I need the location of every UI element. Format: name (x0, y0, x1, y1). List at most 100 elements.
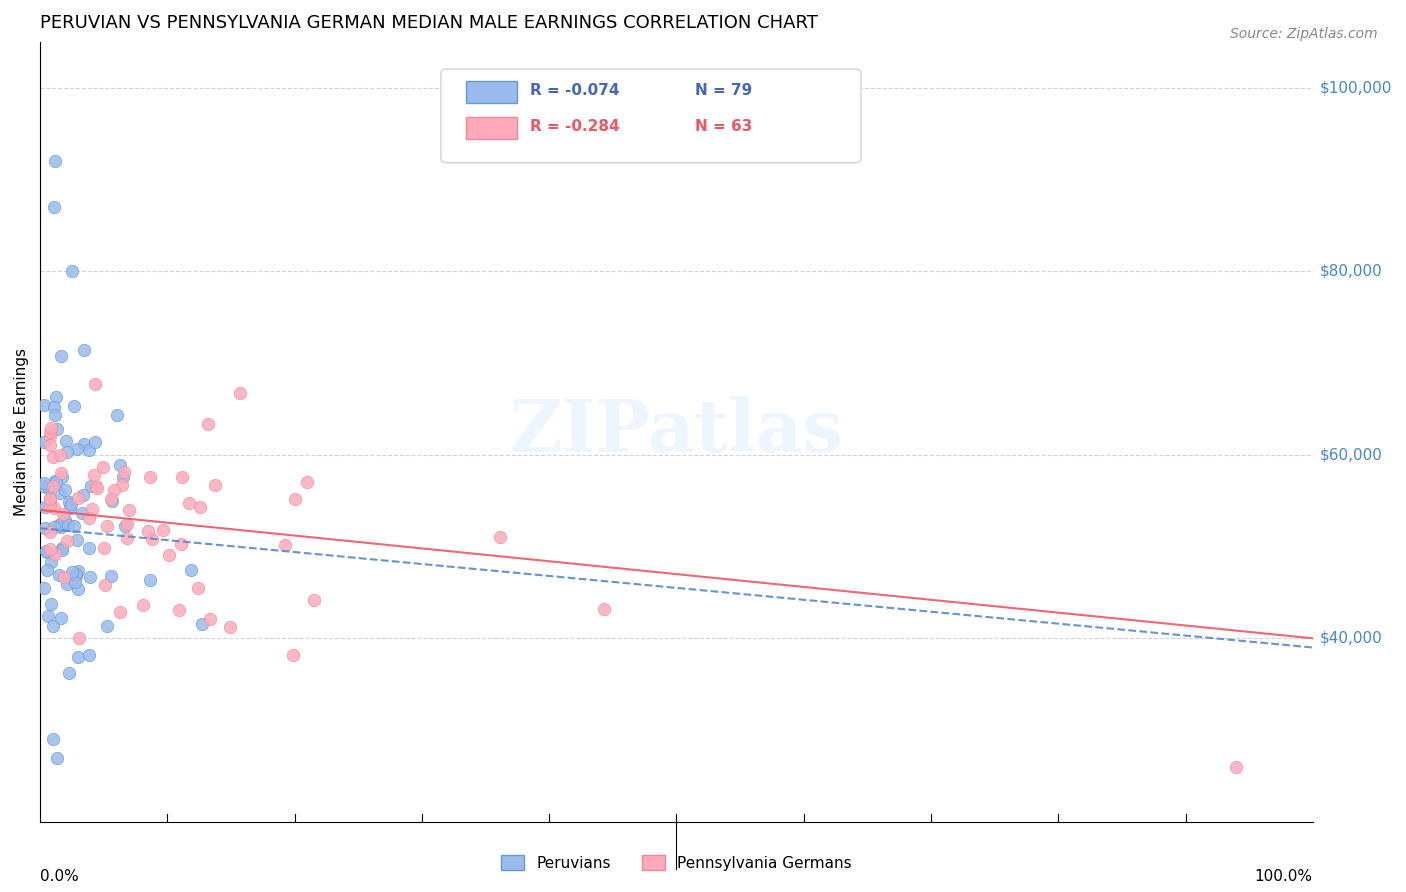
Point (103, 483, 125, 497)
Point (72, 507, 94, 521)
Point (60, 264, 83, 278)
Point (77, 648, 100, 662)
Point (49, 611, 72, 625)
Point (197, 417, 219, 432)
Text: 0.0%: 0.0% (39, 869, 79, 884)
Bar (467, 118, 517, 139)
Point (1225, 760, 1247, 774)
Text: R = -0.284: R = -0.284 (530, 119, 620, 134)
Point (66, 442, 89, 456)
Point (284, 491, 307, 506)
Point (170, 470, 193, 484)
Point (63, 399, 86, 413)
Text: $80,000: $80,000 (1320, 264, 1382, 278)
Point (52, 570, 75, 584)
Text: N = 79: N = 79 (696, 83, 752, 97)
Point (53, 512, 76, 526)
Point (39, 542, 62, 557)
FancyBboxPatch shape (441, 69, 860, 162)
Point (67, 491, 90, 505)
Point (84, 479, 107, 493)
Point (93, 460, 115, 475)
Text: $60,000: $60,000 (1320, 447, 1382, 462)
Point (44, 474, 66, 488)
Text: PERUVIAN VS PENNSYLVANIA GERMAN MEDIAN MALE EARNINGS CORRELATION CHART: PERUVIAN VS PENNSYLVANIA GERMAN MEDIAN M… (39, 14, 818, 32)
Point (44, 408, 66, 422)
Point (60, 497, 83, 511)
Point (83, 468, 105, 483)
Point (42, 732, 65, 747)
Point (39, 500, 62, 514)
Point (32, 398, 55, 412)
Bar (467, 81, 517, 103)
Point (45, 390, 67, 404)
Point (39, 438, 62, 452)
Point (55, 434, 77, 449)
Point (179, 496, 201, 510)
Point (42, 619, 65, 633)
Text: R = -0.074: R = -0.074 (530, 83, 620, 97)
Point (52, 507, 75, 521)
Point (39, 597, 62, 611)
Point (42, 450, 65, 464)
Point (44, 401, 66, 415)
Point (72, 488, 94, 502)
Point (56, 534, 79, 549)
Point (274, 538, 297, 552)
Point (198, 612, 221, 626)
Point (67, 582, 90, 596)
Point (42, 500, 65, 515)
Point (66, 533, 89, 547)
Point (114, 519, 136, 533)
Point (79, 570, 101, 584)
Point (204, 478, 226, 492)
Point (101, 494, 124, 508)
Point (48, 568, 70, 582)
Point (42, 520, 65, 534)
Point (297, 475, 319, 490)
Point (108, 458, 131, 472)
Point (112, 466, 135, 480)
Point (48, 518, 70, 533)
Point (141, 532, 163, 546)
Point (58, 665, 80, 680)
Point (49, 486, 72, 500)
Point (157, 548, 180, 562)
Point (51, 469, 73, 483)
Point (111, 478, 134, 492)
Point (96, 619, 118, 633)
Point (73, 343, 96, 357)
Point (152, 524, 174, 538)
Point (53, 483, 76, 497)
Y-axis label: Median Male Earnings: Median Male Earnings (14, 348, 30, 516)
Point (96, 519, 118, 533)
Point (132, 598, 155, 612)
Point (45, 475, 67, 489)
Point (302, 592, 325, 607)
Point (84, 435, 107, 450)
Point (39, 420, 62, 434)
Point (49, 520, 72, 534)
Point (46, 422, 69, 436)
Point (51, 516, 73, 531)
Point (42, 200, 65, 214)
Point (56, 518, 79, 533)
Point (86, 481, 108, 495)
Text: N = 63: N = 63 (696, 119, 752, 134)
Point (32, 476, 55, 491)
Point (35, 543, 58, 558)
Point (59, 500, 82, 515)
Point (229, 386, 252, 401)
Point (44, 547, 66, 561)
Point (37, 545, 59, 559)
Point (94, 578, 117, 592)
Point (44, 154, 66, 169)
Point (69, 632, 91, 646)
Point (118, 503, 141, 517)
Point (62, 519, 84, 533)
Point (37, 609, 59, 624)
Point (488, 530, 510, 544)
Point (188, 500, 211, 515)
Point (42, 479, 65, 493)
Point (39, 525, 62, 540)
